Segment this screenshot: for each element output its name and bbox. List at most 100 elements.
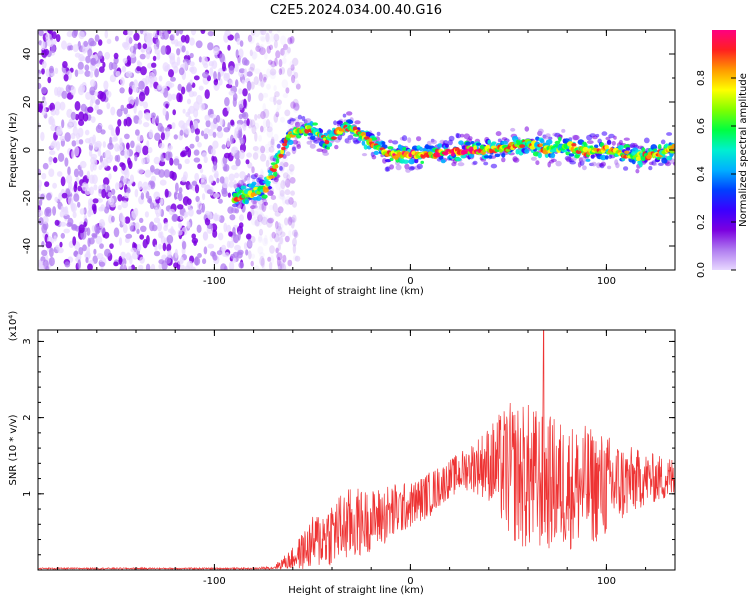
- noise-cell: [236, 123, 242, 130]
- spectrogram-xlabel: Height of straight line (km): [288, 286, 424, 297]
- signal-cell: [275, 158, 280, 164]
- noise-cell: [257, 236, 263, 243]
- signal-cell: [395, 164, 402, 171]
- noise-cell: [90, 57, 97, 66]
- noise-cell: [94, 68, 99, 78]
- noise-cell: [283, 43, 288, 51]
- noise-cell: [195, 135, 200, 143]
- noise-cell: [227, 192, 231, 198]
- noise-cell: [258, 233, 263, 242]
- noise-cell: [221, 244, 227, 253]
- signal-cell: [304, 118, 312, 124]
- noise-cell: [72, 44, 79, 53]
- noise-cell: [38, 103, 42, 113]
- noise-cell: [247, 211, 252, 221]
- noise-cell: [253, 122, 260, 130]
- noise-cell: [232, 97, 237, 108]
- signal-cell: [483, 161, 489, 166]
- noise-cell: [204, 114, 210, 122]
- noise-cell: [228, 261, 235, 270]
- noise-cell: [271, 231, 276, 239]
- noise-cell: [79, 208, 85, 215]
- snr-yscale-label: (x10⁴): [8, 311, 19, 342]
- signal-cell: [241, 179, 246, 184]
- noise-cell: [61, 119, 65, 129]
- noise-cell: [73, 184, 78, 193]
- noise-cell: [71, 224, 78, 231]
- noise-cell: [213, 46, 220, 56]
- noise-cell: [126, 142, 130, 150]
- noise-cell: [166, 234, 174, 244]
- noise-cell: [245, 249, 249, 256]
- signal-cell: [660, 139, 666, 145]
- noise-cell: [136, 243, 142, 252]
- noise-cell: [156, 212, 160, 218]
- noise-cell: [148, 129, 154, 139]
- noise-cell: [168, 69, 174, 78]
- noise-cell: [158, 169, 165, 178]
- noise-cell: [96, 109, 103, 115]
- noise-cell: [70, 85, 76, 96]
- signal-cell: [287, 139, 294, 145]
- y-tick-label: 3: [22, 338, 33, 344]
- signal-cell: [586, 140, 594, 145]
- noise-cell: [50, 142, 56, 149]
- noise-cell: [153, 191, 160, 200]
- noise-cell: [226, 240, 231, 248]
- noise-cell: [100, 204, 105, 212]
- noise-cell: [78, 247, 84, 256]
- noise-cell: [268, 59, 273, 66]
- noise-cell: [278, 186, 285, 195]
- noise-cell: [288, 230, 292, 238]
- noise-cell: [180, 264, 185, 270]
- noise-cell: [113, 227, 120, 238]
- noise-cell: [177, 163, 182, 170]
- noise-cell: [104, 248, 111, 257]
- noise-cell: [88, 150, 93, 157]
- noise-cell: [266, 83, 271, 90]
- signal-cell: [580, 156, 587, 163]
- signal-cell: [604, 144, 610, 150]
- noise-cell: [255, 42, 260, 49]
- noise-cell: [182, 122, 188, 130]
- signal-cell: [448, 135, 455, 142]
- noise-cell: [275, 221, 279, 230]
- noise-cell: [188, 208, 194, 217]
- signal-cell: [519, 144, 525, 149]
- noise-cell: [277, 263, 282, 270]
- noise-cell: [288, 164, 295, 172]
- noise-cell: [122, 223, 128, 234]
- noise-cell: [99, 243, 104, 249]
- noise-cell: [123, 107, 128, 115]
- noise-cell: [270, 136, 275, 146]
- signal-cell: [530, 156, 537, 161]
- snr-frame: [37, 329, 676, 571]
- signal-cell: [571, 143, 577, 147]
- noise-cell: [121, 162, 126, 171]
- noise-cell: [77, 61, 84, 70]
- noise-cell: [181, 45, 186, 53]
- noise-cell: [290, 64, 295, 71]
- noise-cell: [78, 169, 84, 177]
- noise-cell: [83, 221, 87, 228]
- noise-cell: [266, 68, 271, 78]
- noise-cell: [48, 116, 53, 125]
- noise-cell: [87, 48, 93, 57]
- noise-cell: [273, 85, 277, 92]
- noise-cell: [40, 131, 45, 142]
- noise-cell: [38, 72, 41, 82]
- noise-cell: [38, 209, 44, 217]
- noise-cell: [232, 257, 237, 263]
- noise-cell: [229, 214, 236, 221]
- signal-cell: [392, 140, 399, 145]
- signal-cell: [601, 131, 608, 136]
- signal-cell: [292, 146, 296, 151]
- noise-cell: [250, 260, 254, 267]
- noise-cell: [134, 188, 139, 198]
- noise-cell: [103, 80, 109, 90]
- noise-cell: [289, 60, 294, 69]
- signal-cell: [483, 155, 490, 159]
- noise-cell: [238, 222, 244, 229]
- noise-cell: [61, 40, 67, 50]
- noise-cell: [191, 180, 198, 186]
